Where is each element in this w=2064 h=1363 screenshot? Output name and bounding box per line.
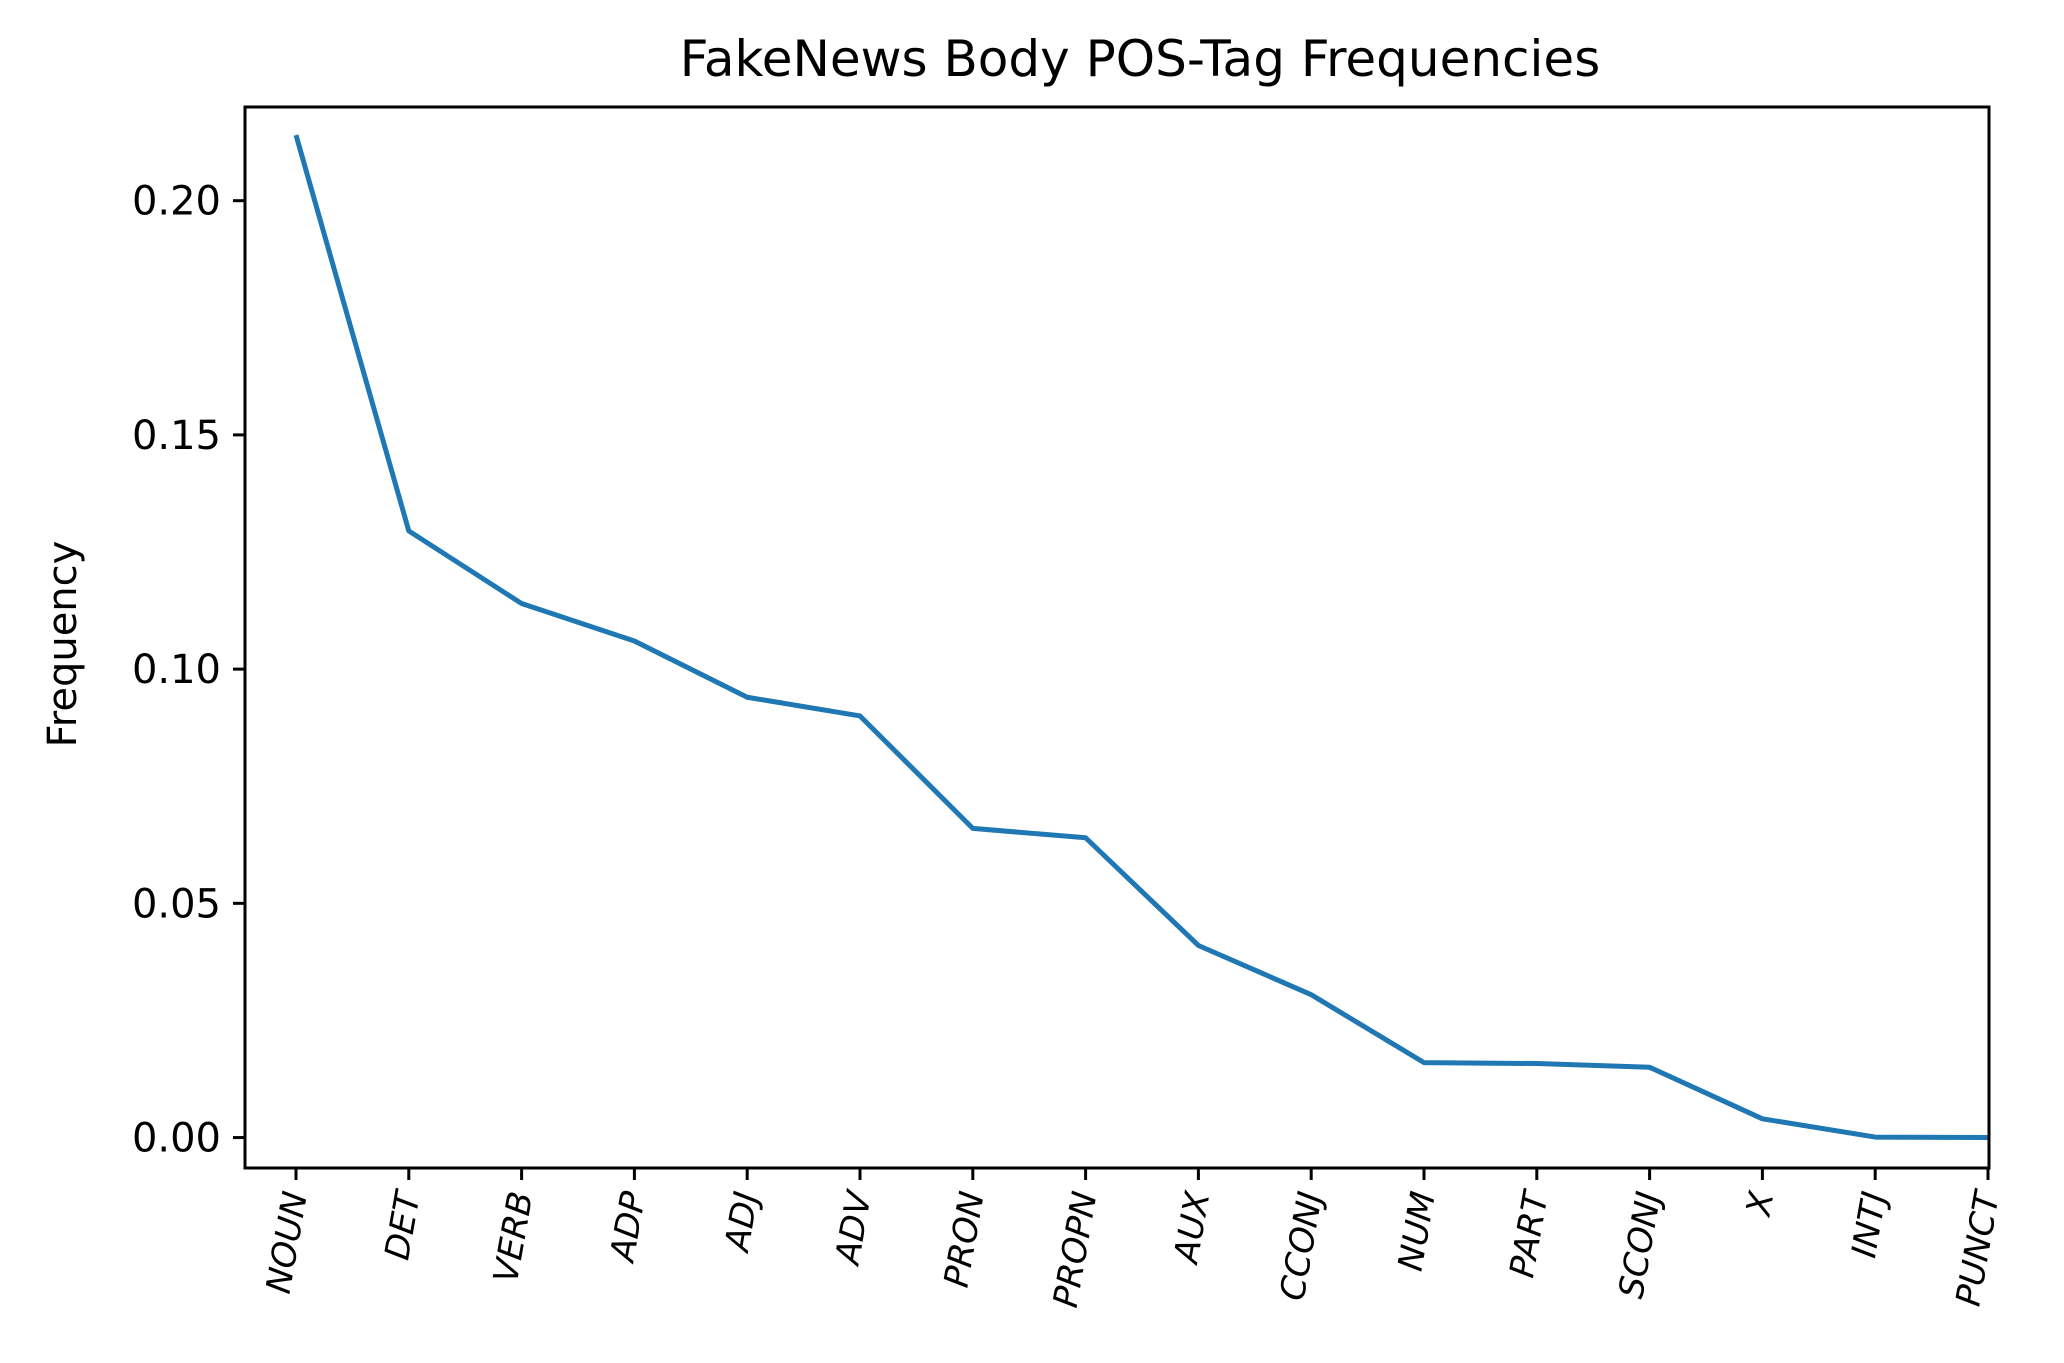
x-tick-label: SCONJ (1611, 1189, 1669, 1302)
x-tick-label: CCONJ (1273, 1189, 1331, 1304)
x-tick-label: INTJ (1844, 1189, 1895, 1261)
x-tick-label: ADV (827, 1186, 880, 1269)
y-tick-label: 0.00 (132, 1116, 221, 1162)
x-tick-label: AUX (1166, 1188, 1218, 1268)
x-tick-label: PUNCT (1948, 1186, 2008, 1309)
x-tick-label: VERB (486, 1189, 541, 1286)
x-tick-label: PROPN (1046, 1189, 1106, 1311)
x-tick-label: PART (1502, 1186, 1557, 1280)
plot-area-frame (243, 105, 1991, 1170)
x-tick-label: NOUN (259, 1189, 316, 1297)
y-axis-label: Frequency (40, 541, 86, 748)
y-axis: 0.00 0.05 0.10 0.15 0.20 (132, 179, 245, 1162)
y-tick-label: 0.15 (132, 413, 221, 459)
x-tick-label: ADJ (717, 1189, 767, 1256)
series-line (293, 134, 1989, 1141)
x-tick-label: ADP (602, 1188, 654, 1266)
x-axis: NOUN DET VERB ADP ADJ ADV PRON PROPN AUX CCONJ NUM… (259, 1168, 2008, 1311)
y-tick-label: 0.10 (132, 647, 221, 693)
x-tick-label: X (1738, 1188, 1782, 1221)
x-tick-label: NUM (1391, 1189, 1444, 1274)
chart-title: FakeNews Body POS-Tag Frequencies (680, 30, 1601, 88)
x-tick-label: PRON (937, 1189, 993, 1291)
y-tick-label: 0.05 (132, 881, 221, 927)
y-tick-label: 0.20 (132, 179, 221, 225)
x-tick-label: DET (377, 1186, 429, 1263)
